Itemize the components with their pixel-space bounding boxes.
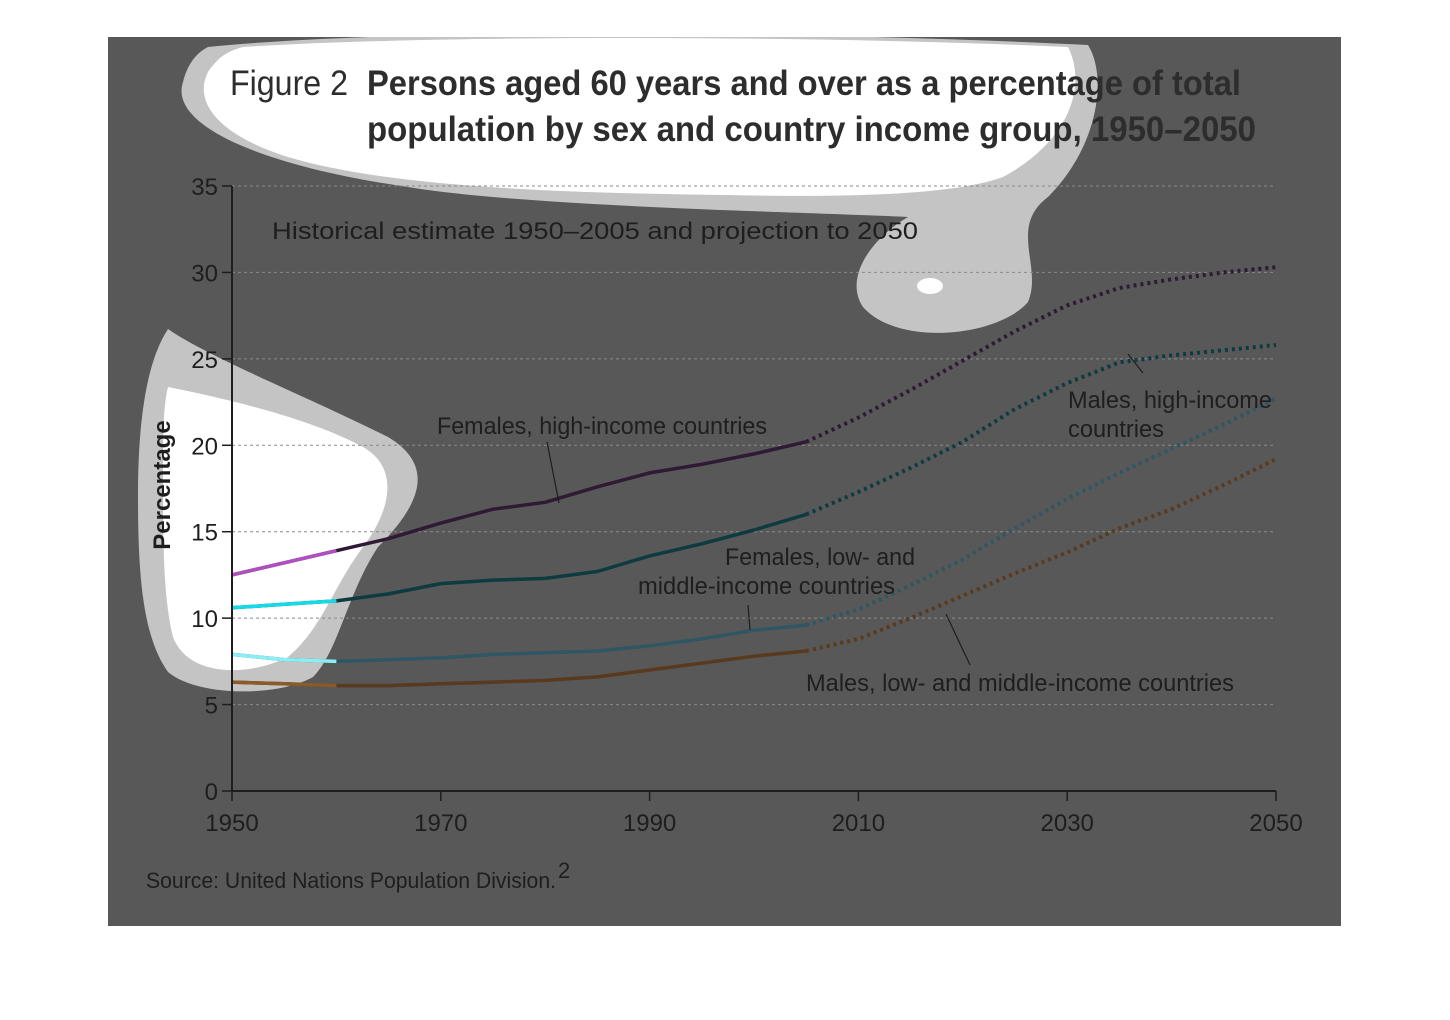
series-0 <box>231 265 1277 577</box>
series-1-projection <box>805 343 1277 517</box>
series-1-highlighted-segment <box>231 599 337 610</box>
chart: Figure 2 Persons aged 60 years and over … <box>138 37 1303 893</box>
x-tick-label-1990: 1990 <box>623 810 676 837</box>
series-lines <box>231 265 1277 688</box>
series-0-projection <box>805 265 1277 444</box>
annotation-males-high-line-1: Males, high-income <box>1068 387 1272 414</box>
series-0-highlighted-segment <box>231 548 337 577</box>
chart-title-line-1: Persons aged 60 years and over as a perc… <box>367 64 1241 103</box>
y-tick-label-10: 10 <box>191 606 218 633</box>
series-2-highlighted-segment <box>231 652 337 664</box>
y-tick-label-0: 0 <box>205 779 218 806</box>
chart-subtitle: Historical estimate 1950–2005 and projec… <box>272 218 918 245</box>
y-tick-label-35: 35 <box>191 174 218 201</box>
top-highlight-blob-inner <box>203 38 1076 196</box>
y-axis-label: Percentage <box>149 420 176 549</box>
gridlines <box>232 185 1276 706</box>
small-highlight-dot <box>917 278 943 294</box>
annotation-leaders <box>546 353 1144 666</box>
y-tick-label-5: 5 <box>205 693 218 720</box>
series-3-projection <box>805 457 1277 653</box>
series-3-highlighted-segment <box>231 680 337 688</box>
source-superscript: 2 <box>558 858 570 883</box>
y-tick-label-25: 25 <box>191 347 218 374</box>
annotation-males-low: Males, low- and middle-income countries <box>806 670 1234 697</box>
annotation-females-low-line-1: Females, low- and <box>725 544 915 571</box>
leader-males-high <box>1127 353 1144 374</box>
annotation-males-high-line-2: countries <box>1068 416 1164 443</box>
series-1 <box>231 343 1277 610</box>
leader-males-low <box>945 613 971 666</box>
source-note: Source: United Nations Population Divisi… <box>146 868 556 893</box>
leader-females-high <box>546 441 560 504</box>
annotation-females-low-line-2: middle-income countries <box>638 573 895 600</box>
annotation-females-high: Females, high-income countries <box>437 413 767 440</box>
series-3 <box>231 457 1277 688</box>
x-axis-ticks: 1950 1970 1990 2010 2030 2050 <box>205 791 1303 837</box>
leader-females-low <box>747 604 751 631</box>
y-tick-label-20: 20 <box>191 433 218 460</box>
x-tick-label-2010: 2010 <box>832 810 885 837</box>
series-2-projection <box>805 396 1277 628</box>
x-tick-label-1970: 1970 <box>414 810 467 837</box>
x-tick-label-1950: 1950 <box>205 810 258 837</box>
y-tick-label-30: 30 <box>191 260 218 287</box>
x-tick-label-2050: 2050 <box>1249 810 1302 837</box>
x-tick-label-2030: 2030 <box>1041 810 1094 837</box>
y-tick-label-15: 15 <box>191 520 218 547</box>
figure-label: Figure 2 <box>230 64 348 103</box>
series-2 <box>231 396 1277 664</box>
chart-panel: Figure 2 Persons aged 60 years and over … <box>108 37 1341 926</box>
chart-title-line-2: population by sex and country income gro… <box>367 110 1256 149</box>
y-axis-ticks: 0 5 10 15 20 25 30 35 <box>191 174 232 806</box>
left-highlight-blob-inner <box>163 387 388 671</box>
